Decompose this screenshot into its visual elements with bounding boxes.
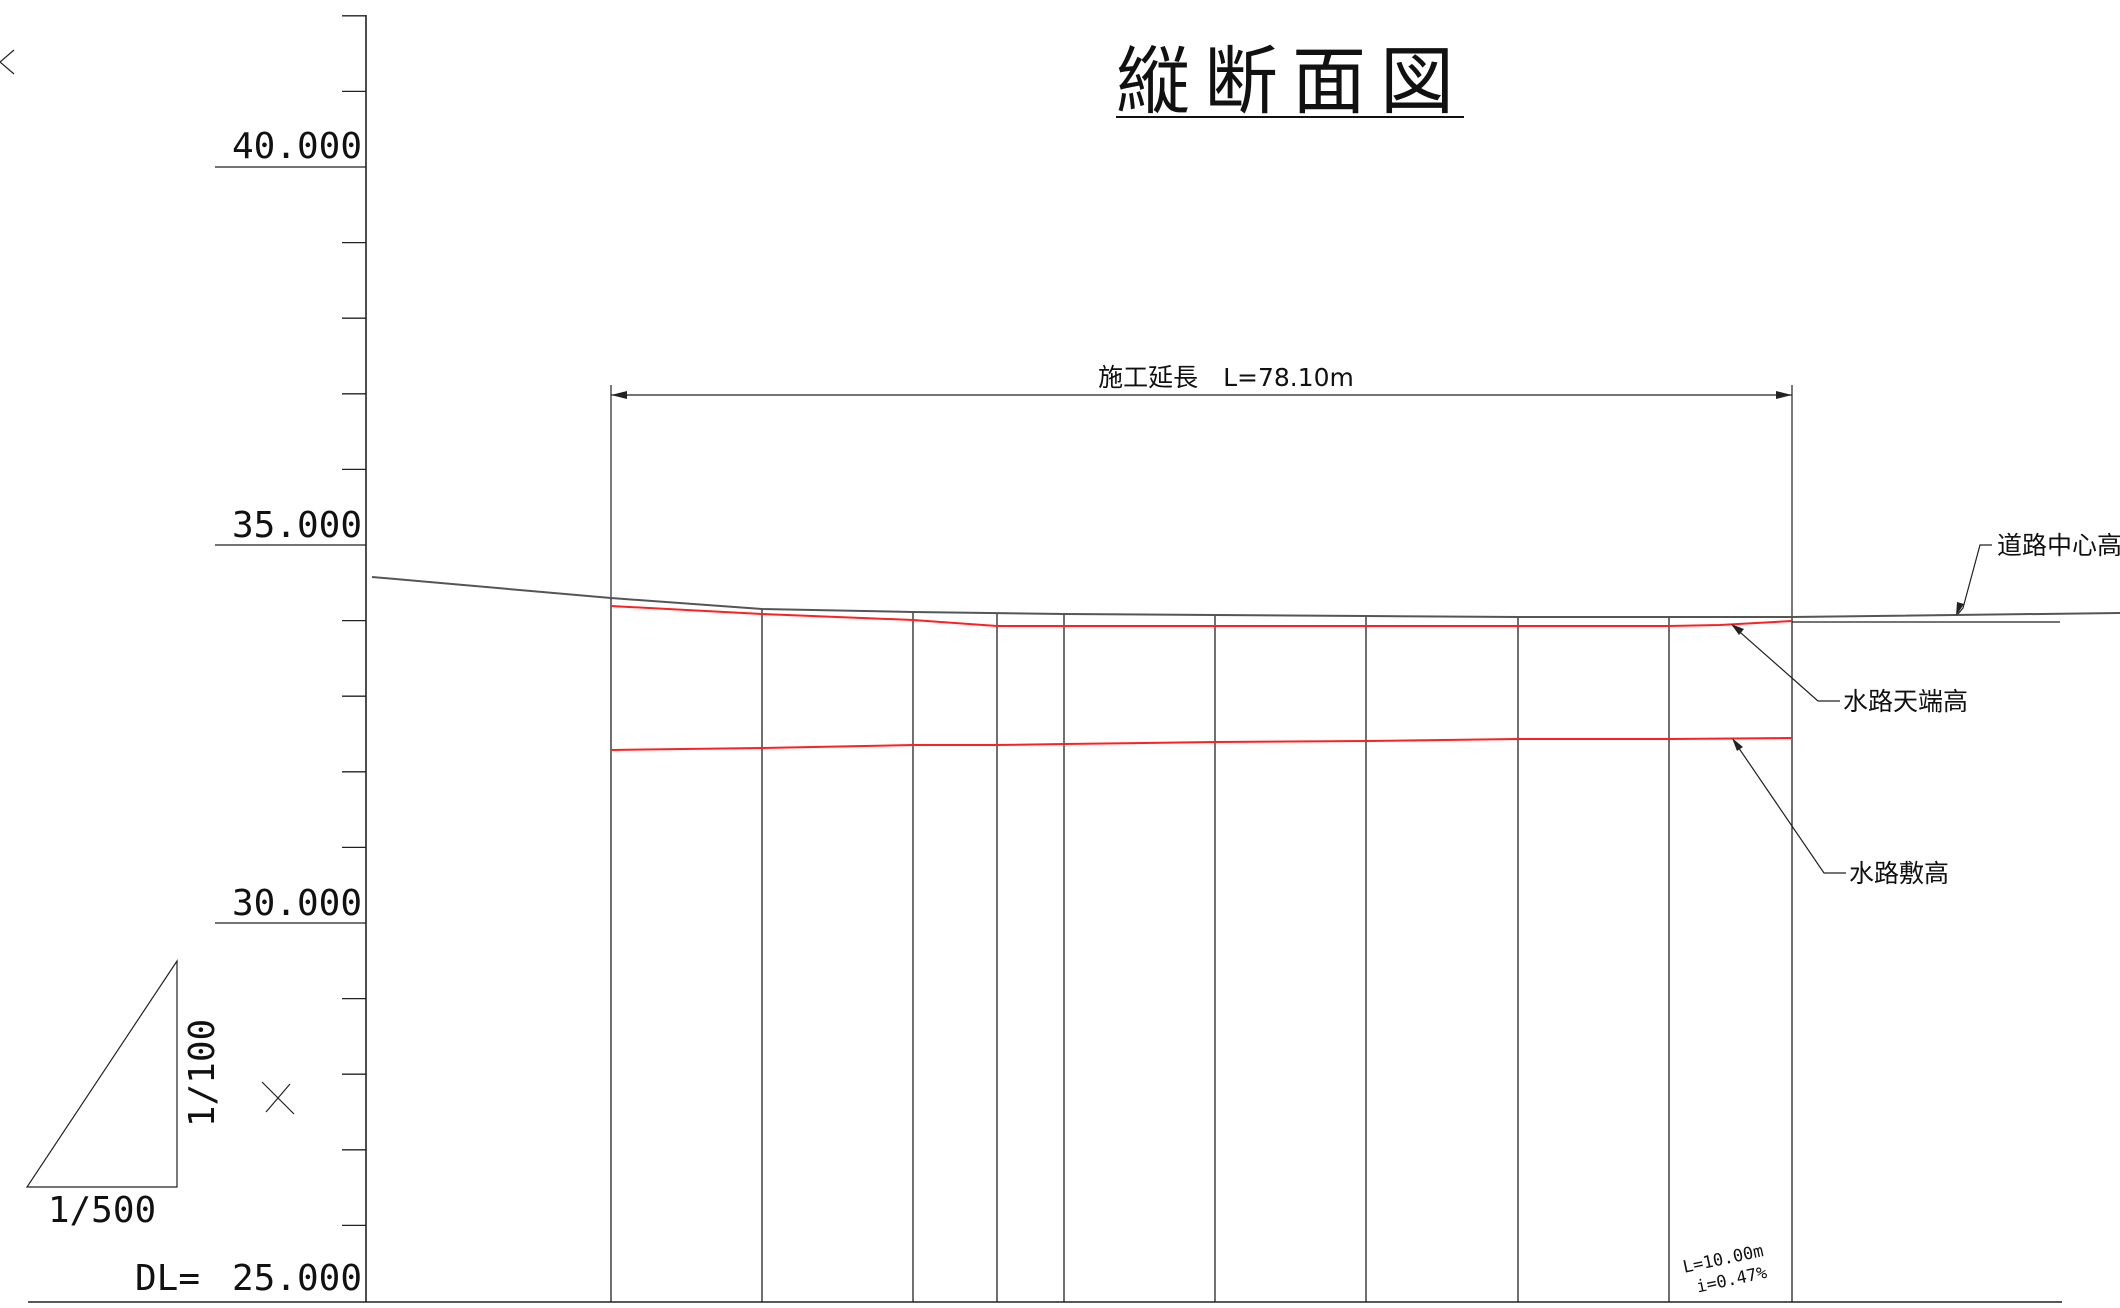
leader-channel-top-arrow <box>1731 624 1744 635</box>
leader-road-center <box>1957 544 1992 615</box>
road-center-label: 道路中心高 <box>1997 531 2120 560</box>
leader-channel-bed <box>1733 740 1846 874</box>
leader-channel-top <box>1732 625 1840 702</box>
elevation-label-35: 35.000 <box>232 505 362 546</box>
datum-label: DL= <box>135 1258 200 1299</box>
leader-channel-bed-arrow <box>1732 738 1743 751</box>
scale-triangle <box>25 959 178 1188</box>
station-lines <box>610 598 1793 1302</box>
scale-vertical-label: 1/100 <box>182 1019 223 1127</box>
channel-top-label: 水路天端高 <box>1843 687 1968 716</box>
elevation-label-25: 25.000 <box>232 1258 362 1299</box>
corner-mark <box>0 49 15 75</box>
elevation-label-40: 40.000 <box>232 126 362 167</box>
channel-top-profile <box>610 605 1793 627</box>
scale-cross-mark-b <box>265 1083 291 1113</box>
scale-horizontal-label: 1/500 <box>48 1190 156 1231</box>
dimension-arrow-left <box>611 391 627 399</box>
drawing-title: 縦断面図 <box>1116 39 1468 125</box>
channel-bed-label: 水路敷高 <box>1849 859 1949 888</box>
elevation-axis-ticks <box>342 15 366 1227</box>
road-center-profile <box>371 576 2120 618</box>
elevation-label-30: 30.000 <box>232 883 362 924</box>
dimension-arrow-right <box>1776 391 1792 399</box>
construction-length-label: 施工延長 L=78.10m <box>1098 363 1354 392</box>
leader-road-center-arrow <box>1956 602 1964 616</box>
channel-bed-profile <box>610 737 1793 751</box>
